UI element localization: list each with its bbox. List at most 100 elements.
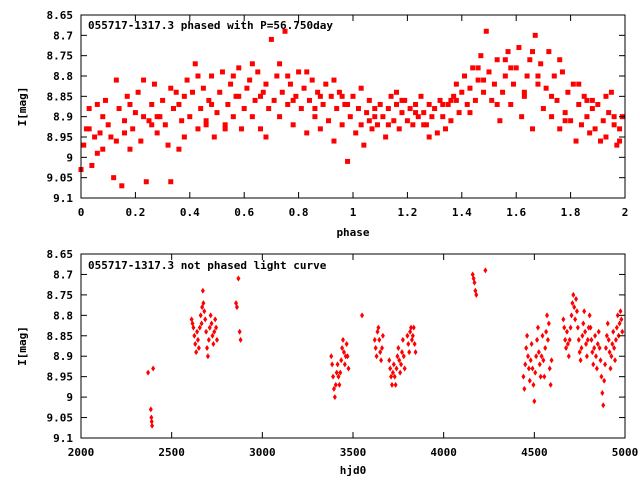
data-point <box>184 77 190 83</box>
data-point <box>258 126 264 132</box>
data-point <box>532 32 538 38</box>
unphased-plot-frame <box>80 253 626 439</box>
data-point <box>116 106 122 112</box>
data-point <box>607 349 612 356</box>
data-point <box>385 106 391 112</box>
data-point <box>407 106 413 112</box>
unphased-x-tick-label: 4500 <box>521 446 548 459</box>
data-point <box>191 324 196 331</box>
data-point <box>238 126 244 132</box>
phased-y-tick-label: 8.8 <box>53 70 73 83</box>
data-point <box>238 336 243 343</box>
data-point <box>418 93 424 99</box>
data-point <box>192 332 197 339</box>
data-point <box>568 118 574 124</box>
data-point <box>345 101 351 107</box>
data-point <box>236 65 242 71</box>
data-point <box>170 106 176 112</box>
data-point <box>203 316 208 323</box>
data-point <box>584 340 589 347</box>
data-point <box>194 349 199 356</box>
data-point <box>399 361 404 368</box>
data-point <box>486 69 492 75</box>
phased-x-tick-label: 1.4 <box>452 206 472 219</box>
data-point <box>581 320 586 327</box>
data-point <box>617 320 622 327</box>
data-point <box>545 312 550 319</box>
data-point <box>527 57 533 63</box>
data-point <box>538 373 543 380</box>
data-point <box>489 97 495 103</box>
data-point <box>567 336 572 343</box>
data-point <box>589 97 595 103</box>
data-point <box>579 345 584 352</box>
data-point <box>399 97 405 103</box>
data-point <box>236 93 242 99</box>
data-point <box>546 320 551 327</box>
data-point <box>609 353 614 360</box>
data-point <box>260 89 266 95</box>
data-point <box>467 85 473 91</box>
data-point <box>127 101 133 107</box>
data-point <box>105 122 111 128</box>
data-point <box>237 328 242 335</box>
data-point <box>566 353 571 360</box>
data-point <box>563 336 568 343</box>
data-point <box>217 89 223 95</box>
data-point <box>530 49 536 55</box>
data-point <box>247 77 253 83</box>
data-point <box>379 357 384 364</box>
data-point <box>154 130 160 136</box>
data-point <box>214 110 220 116</box>
phased-plot-title: 055717-1317.3 phased with P=56.750day <box>88 19 333 32</box>
data-point <box>470 65 476 71</box>
data-point <box>542 373 547 380</box>
data-point <box>491 81 497 87</box>
data-point <box>86 106 92 112</box>
data-point <box>391 118 397 124</box>
data-point <box>249 114 255 120</box>
data-point <box>304 130 310 136</box>
data-point <box>588 324 593 331</box>
data-point <box>574 295 579 302</box>
data-point <box>252 97 258 103</box>
data-point <box>108 134 114 140</box>
data-point <box>102 97 108 103</box>
data-point <box>334 106 340 112</box>
data-point <box>592 126 598 132</box>
unphased-x-tick-label: 4000 <box>430 446 457 459</box>
data-point <box>601 402 606 409</box>
data-point <box>210 332 215 339</box>
data-point <box>599 373 604 380</box>
data-point <box>94 150 100 156</box>
data-point <box>540 332 545 339</box>
unphased-light-curve-panel: 2000 2500 3000 3500 4000 4500 5000 8.65 8.7 8.75 8… <box>16 248 638 477</box>
data-point <box>508 101 514 107</box>
data-point <box>535 81 541 87</box>
data-point <box>516 45 522 51</box>
data-point <box>342 361 347 368</box>
data-point <box>345 353 350 360</box>
data-point <box>543 345 548 352</box>
data-point <box>539 353 544 360</box>
data-point <box>577 349 582 356</box>
unphased-y-tick-label: 8.9 <box>53 350 73 363</box>
data-point <box>389 373 394 380</box>
data-point <box>207 324 212 331</box>
phased-y-tick-label: 9 <box>66 151 73 164</box>
data-point <box>94 101 100 107</box>
data-point <box>196 345 201 352</box>
data-point <box>426 134 432 140</box>
unphased-x-tick-label: 2500 <box>158 446 185 459</box>
data-point <box>200 287 205 294</box>
data-point <box>597 345 602 352</box>
data-point <box>587 130 593 136</box>
data-point <box>198 106 204 112</box>
data-point <box>578 357 583 364</box>
data-point <box>400 336 405 343</box>
data-point <box>392 373 397 380</box>
data-point <box>442 126 448 132</box>
data-point <box>611 114 617 120</box>
data-point <box>339 122 345 128</box>
data-point <box>595 101 601 107</box>
